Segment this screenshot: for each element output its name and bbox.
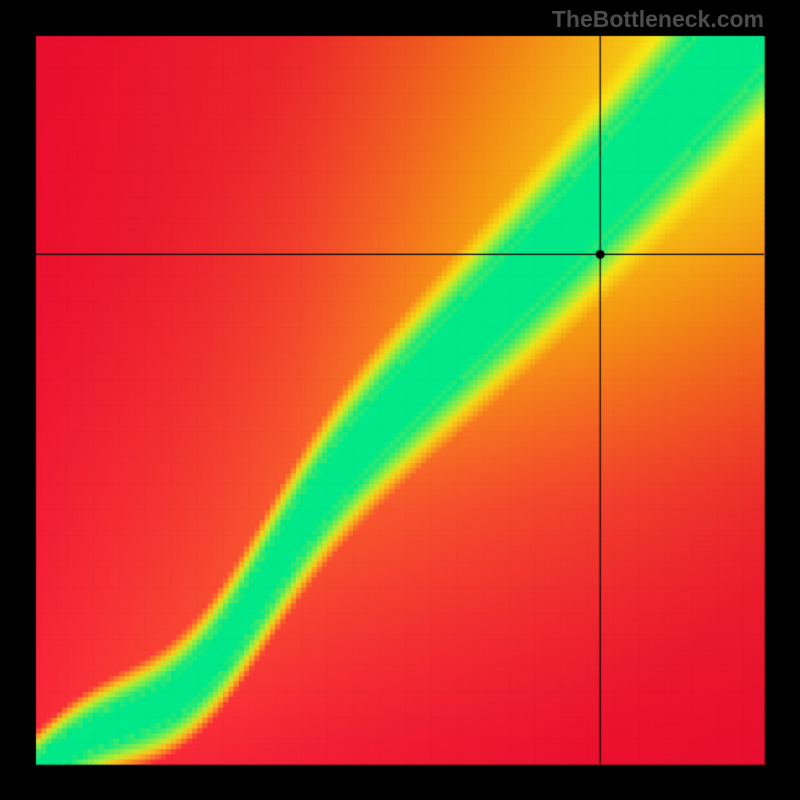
bottleneck-heatmap [0,0,800,800]
watermark-text: TheBottleneck.com [552,6,764,33]
chart-container: TheBottleneck.com [0,0,800,800]
